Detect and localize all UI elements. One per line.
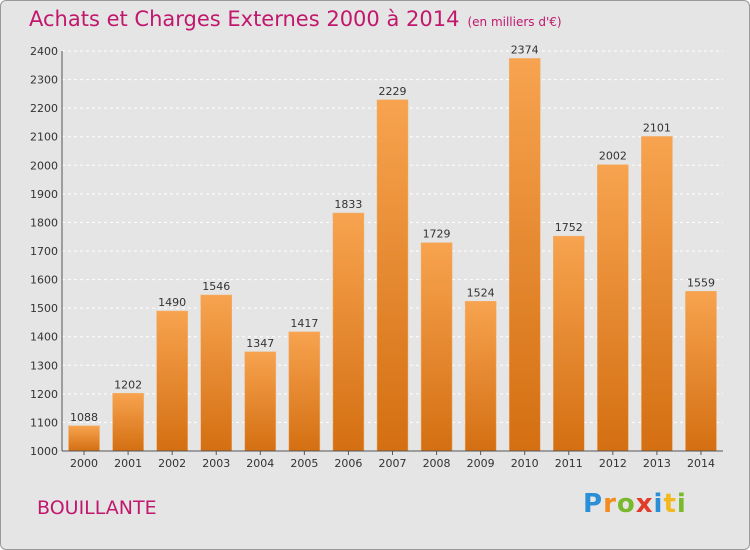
bar-2002	[156, 310, 188, 452]
x-tick-label-2001: 2001	[114, 457, 142, 470]
data-label-2012: 2002	[599, 150, 627, 163]
chart-subtitle: (en milliers d'€)	[467, 15, 562, 29]
y-tick-label: 1600	[30, 274, 58, 287]
place-label: BOUILLANTE	[37, 497, 157, 519]
x-tick-label-2008: 2008	[423, 457, 451, 470]
y-tick-label: 2000	[30, 159, 58, 172]
x-tick-label-2002: 2002	[158, 457, 186, 470]
x-tick-label-2013: 2013	[643, 457, 671, 470]
y-tick-label: 1300	[30, 359, 58, 372]
bar-2010	[508, 58, 541, 452]
x-tick-label-2014: 2014	[687, 457, 715, 470]
y-tick-label: 1800	[30, 216, 58, 229]
data-label-2007: 2229	[379, 85, 407, 98]
bar-2003	[200, 294, 232, 452]
y-tick-label: 1000	[30, 445, 58, 458]
x-tick-label-2005: 2005	[290, 457, 318, 470]
x-tick-label-2000: 2000	[70, 457, 98, 470]
y-tick-label: 2100	[30, 131, 58, 144]
y-tick-label: 1200	[30, 388, 58, 401]
data-label-2000: 1088	[70, 411, 98, 424]
data-label-2014: 1559	[687, 276, 715, 289]
data-label-2005: 1417	[290, 317, 318, 330]
proxiti-logo: Proxiti	[583, 489, 687, 519]
bar-2012	[597, 164, 629, 452]
y-tick-label: 2400	[30, 45, 58, 58]
x-tick-label-2004: 2004	[246, 457, 274, 470]
y-tick-label: 1500	[30, 302, 58, 315]
data-label-2013: 2101	[643, 121, 671, 134]
data-label-2006: 1833	[334, 198, 362, 211]
data-label-2009: 1524	[467, 286, 495, 299]
bar-2006	[332, 212, 365, 452]
logo-letter: P	[583, 489, 604, 519]
y-tick-label: 1100	[30, 416, 58, 429]
x-tick-label-2007: 2007	[379, 457, 407, 470]
logo-letter: o	[616, 489, 636, 519]
bar-2011	[553, 235, 585, 452]
x-tick-label-2011: 2011	[555, 457, 583, 470]
data-label-2004: 1347	[246, 337, 274, 350]
y-tick-label: 2300	[30, 74, 58, 87]
bar-2014	[685, 291, 717, 452]
bar-2004	[244, 351, 277, 452]
bar-2013	[641, 136, 673, 452]
bar-2007	[376, 99, 409, 452]
bar-2008	[420, 242, 453, 452]
bar-2005	[288, 331, 321, 452]
logo-letter: x	[635, 489, 654, 519]
logo-letter: r	[603, 489, 617, 519]
y-tick-label: 2200	[30, 102, 58, 115]
data-label-2002: 1490	[158, 296, 186, 309]
data-label-2001: 1202	[114, 378, 142, 391]
data-label-2003: 1546	[202, 280, 230, 293]
x-tick-label-2010: 2010	[511, 457, 539, 470]
logo-letter: i	[676, 489, 687, 519]
bar-2009	[464, 301, 497, 452]
data-label-2008: 1729	[423, 228, 451, 241]
logo-letter: t	[663, 489, 677, 519]
y-tick-label: 1400	[30, 331, 58, 344]
x-tick-label-2012: 2012	[599, 457, 627, 470]
x-tick-label-2003: 2003	[202, 457, 230, 470]
data-label-2010: 2374	[511, 43, 539, 56]
bar-2001	[112, 393, 144, 452]
x-tick-label-2009: 2009	[467, 457, 495, 470]
x-tick-label-2006: 2006	[334, 457, 362, 470]
logo-letter: i	[653, 489, 664, 519]
y-tick-label: 1700	[30, 245, 58, 258]
chart-title: Achats et Charges Externes 2000 à 2014 (e…	[29, 7, 562, 31]
data-label-2011: 1752	[555, 221, 583, 234]
bar-2000	[68, 425, 100, 452]
chart-title-text: Achats et Charges Externes 2000 à 2014	[29, 7, 460, 31]
y-tick-label: 1900	[30, 188, 58, 201]
